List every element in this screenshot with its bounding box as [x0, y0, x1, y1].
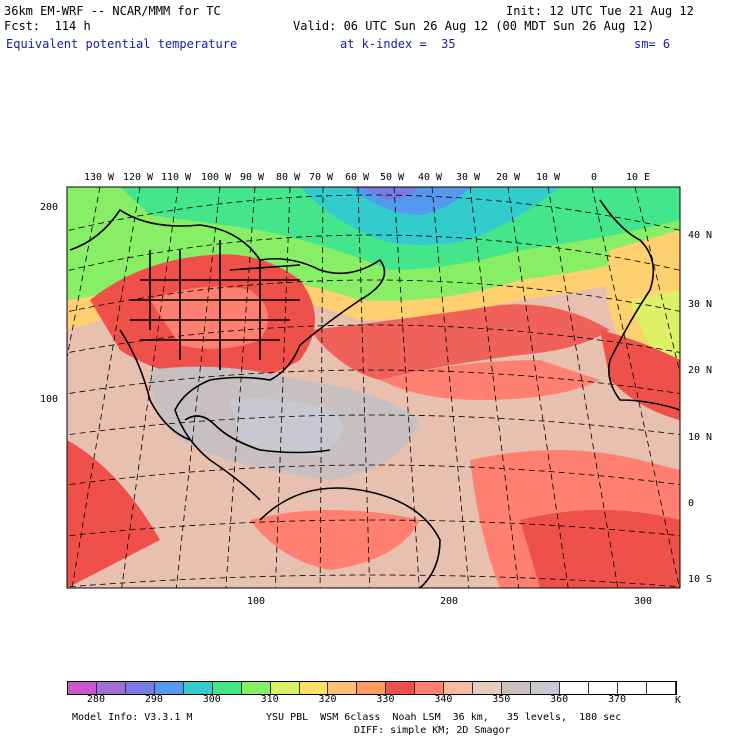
- lon-label: 40 W: [418, 172, 443, 183]
- colorbar-swatch: [444, 682, 474, 694]
- colorbar-swatch: [617, 682, 647, 694]
- lat-label: 40 N: [688, 230, 712, 241]
- colorbar-label: 300: [202, 694, 221, 705]
- latitude-labels: 40 N 30 N 20 N 10 N 0 10 S: [688, 230, 712, 585]
- lon-label: 10 W: [536, 172, 561, 183]
- lon-label: 70 W: [309, 172, 334, 183]
- lat-label: 30 N: [688, 299, 712, 310]
- smoothing-info: sm= 6: [634, 37, 671, 51]
- colorbar-label: 320: [318, 694, 337, 705]
- colorbar-label: 290: [144, 694, 163, 705]
- colorbar-label: 370: [608, 694, 627, 705]
- lon-label: 0: [591, 172, 597, 183]
- forecast-hour: Fcst: 114 h: [4, 19, 91, 33]
- map-frame: [66, 186, 681, 589]
- lon-label: 60 W: [345, 172, 370, 183]
- lon-label: 20 W: [496, 172, 521, 183]
- colorbar-swatch: [183, 682, 213, 694]
- lat-label: 0: [688, 498, 694, 509]
- diffusion-info: DIFF: simple KM; 2D Smagor: [354, 725, 511, 736]
- colorbar-label: 280: [86, 694, 105, 705]
- colorbar-swatch: [96, 682, 126, 694]
- colorbar-swatch: [531, 682, 560, 694]
- colorbar-swatch: [588, 682, 618, 694]
- lon-label: 80 W: [276, 172, 301, 183]
- colorbar-swatch: [559, 682, 589, 694]
- valid-time: Valid: 06 UTC Sun 26 Aug 12 (00 MDT Sun …: [293, 19, 655, 33]
- level-info: at k-index = 35: [340, 37, 456, 51]
- colorbar-label: 350: [492, 694, 511, 705]
- colorbar: [67, 681, 677, 695]
- lon-label: 120 W: [123, 172, 154, 183]
- colorbar-swatch: [473, 682, 503, 694]
- coastlines: [69, 199, 680, 588]
- lat-label: 10 N: [688, 432, 712, 443]
- colorbar-swatch: [415, 682, 445, 694]
- grid-y-label: 100: [40, 394, 58, 405]
- lon-label: 90 W: [240, 172, 265, 183]
- lat-label: 20 N: [688, 365, 712, 376]
- lon-label: 100 W: [201, 172, 232, 183]
- grid-x-label: 200: [440, 596, 458, 607]
- init-time: Init: 12 UTC Tue 21 Aug 12: [506, 4, 694, 18]
- lon-label: 50 W: [380, 172, 405, 183]
- lon-label: 130 W: [84, 172, 115, 183]
- lon-label: 10 E: [626, 172, 650, 183]
- colorbar-swatch: [646, 682, 676, 694]
- grid-x-label: 300: [634, 596, 652, 607]
- grid-x-label: 100: [247, 596, 265, 607]
- colorbar-swatch: [357, 682, 387, 694]
- colorbar-label: 340: [434, 694, 453, 705]
- colorbar-swatch: [299, 682, 329, 694]
- graticule: [67, 187, 680, 588]
- grid-index-labels: 200 100 100 200 300: [40, 202, 652, 607]
- physics-info: YSU PBL WSM 6class Noah LSM 36 km, 35 le…: [266, 712, 622, 723]
- longitude-labels: 130 W 120 W 110 W 100 W 90 W 80 W 70 W 6…: [84, 172, 650, 183]
- lon-label: 110 W: [161, 172, 192, 183]
- colorbar-swatch: [386, 682, 416, 694]
- colorbar-label: 310: [260, 694, 279, 705]
- grid-y-label: 200: [40, 202, 58, 213]
- colorbar-swatch: [212, 682, 242, 694]
- colorbar-swatch: [502, 682, 531, 694]
- field-name: Equivalent potential temperature: [6, 37, 238, 51]
- colorbar-swatch: [241, 682, 271, 694]
- model-title: 36km EM-WRF -- NCAR/MMM for TC: [4, 4, 221, 18]
- colorbar-label: 330: [376, 694, 395, 705]
- model-info: Model Info: V3.3.1 M: [72, 712, 193, 723]
- colorbar-label: 360: [550, 694, 569, 705]
- filled-contours: [67, 187, 680, 588]
- lat-label: 10 S: [688, 574, 712, 585]
- colorbar-swatch: [125, 682, 155, 694]
- colorbar-swatch: [68, 682, 97, 694]
- colorbar-unit: K: [675, 695, 682, 706]
- colorbar-swatch: [154, 682, 184, 694]
- colorbar-swatch: [328, 682, 358, 694]
- colorbar-swatch: [270, 682, 300, 694]
- lon-label: 30 W: [456, 172, 481, 183]
